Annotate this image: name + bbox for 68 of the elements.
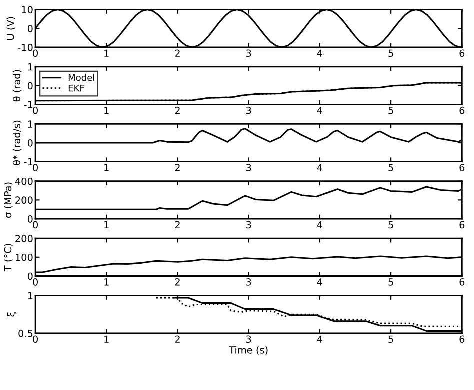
- y-axis-title: T (°C): [4, 244, 13, 272]
- x-tick-label: 3: [246, 106, 252, 114]
- x-tick-label: 5: [388, 336, 394, 344]
- y-tick-label: 0: [28, 82, 33, 90]
- x-tick-label: 4: [317, 221, 322, 229]
- y-tick-label: 0.5: [18, 330, 33, 338]
- x-tick-label: 1: [104, 164, 109, 172]
- x-tick-label: 5: [388, 164, 394, 172]
- y-tick-label: 100: [16, 254, 33, 262]
- y-axis-title: ξ: [7, 312, 17, 317]
- y-axis-title: θ* (rad/s): [12, 120, 22, 166]
- y-axis-title: θ (rad): [12, 70, 22, 102]
- x-tick-label: 6: [460, 50, 465, 58]
- y-tick-label: 10: [22, 6, 33, 14]
- y-tick-label: 0: [28, 139, 33, 147]
- y-tick-label: -1: [24, 101, 33, 108]
- x-tick-label: 4: [317, 278, 322, 286]
- x-tick-label: 3: [246, 50, 252, 58]
- legend-label: EKF: [68, 84, 84, 92]
- x-tick-label: 4: [317, 164, 322, 172]
- y-tick-label: -10: [18, 44, 33, 52]
- y-tick-label: 0: [28, 25, 33, 32]
- y-tick-label: 1: [28, 120, 33, 128]
- x-tick-label: 1: [104, 278, 109, 286]
- y-tick-label: 1: [28, 292, 33, 300]
- x-tick-label: 5: [388, 278, 394, 286]
- x-tick-label: 2: [175, 278, 180, 286]
- x-tick-label: 1: [104, 50, 109, 57]
- x-tick-label: 6: [460, 278, 465, 286]
- y-tick-label: 200: [16, 196, 33, 204]
- x-tick-label: 1: [104, 221, 109, 229]
- x-tick-label: 4: [317, 107, 322, 114]
- x-tick-label: 3: [246, 164, 252, 172]
- x-tick-label: 2: [175, 221, 180, 229]
- x-tick-label: 2: [175, 50, 180, 57]
- x-tick-label: 2: [175, 164, 180, 172]
- x-tick-label: 3: [246, 336, 252, 344]
- x-tick-label: 1: [104, 336, 109, 343]
- x-tick-label: 4: [317, 50, 322, 57]
- x-tick-label: 0: [33, 336, 38, 344]
- x-tick-label: 0: [33, 278, 38, 286]
- y-tick-label: 0: [28, 216, 33, 223]
- x-tick-label: 6: [460, 336, 465, 344]
- legend-label: Model: [68, 74, 94, 82]
- y-axis-title: U (V): [6, 17, 16, 40]
- x-tick-label: 6: [460, 164, 465, 172]
- x-tick-label: 5: [388, 50, 394, 58]
- y-tick-label: 1: [28, 64, 33, 71]
- y-axis-title: σ (MPa): [4, 182, 13, 218]
- y-tick-label: -1: [24, 158, 33, 166]
- y-tick-label: 400: [15, 178, 33, 186]
- x-tick-label: 0: [33, 50, 38, 58]
- x-tick-label: 6: [460, 221, 465, 229]
- x-tick-label: 5: [388, 107, 394, 114]
- x-tick-label: 0: [33, 221, 38, 229]
- x-tick-label: 0: [33, 106, 38, 114]
- y-tick-label: 0: [28, 272, 33, 280]
- x-tick-label: 0: [33, 164, 38, 172]
- y-tick-label: 200: [16, 235, 33, 242]
- x-tick-label: 2: [175, 106, 180, 114]
- x-axis-title: Time (s): [229, 346, 268, 355]
- x-tick-label: 2: [175, 336, 180, 343]
- x-tick-label: 5: [388, 221, 394, 229]
- x-tick-label: 1: [104, 107, 109, 114]
- x-tick-label: 3: [246, 278, 252, 286]
- x-tick-label: 4: [317, 336, 322, 343]
- x-tick-label: 3: [246, 221, 252, 229]
- x-tick-label: 6: [460, 106, 465, 114]
